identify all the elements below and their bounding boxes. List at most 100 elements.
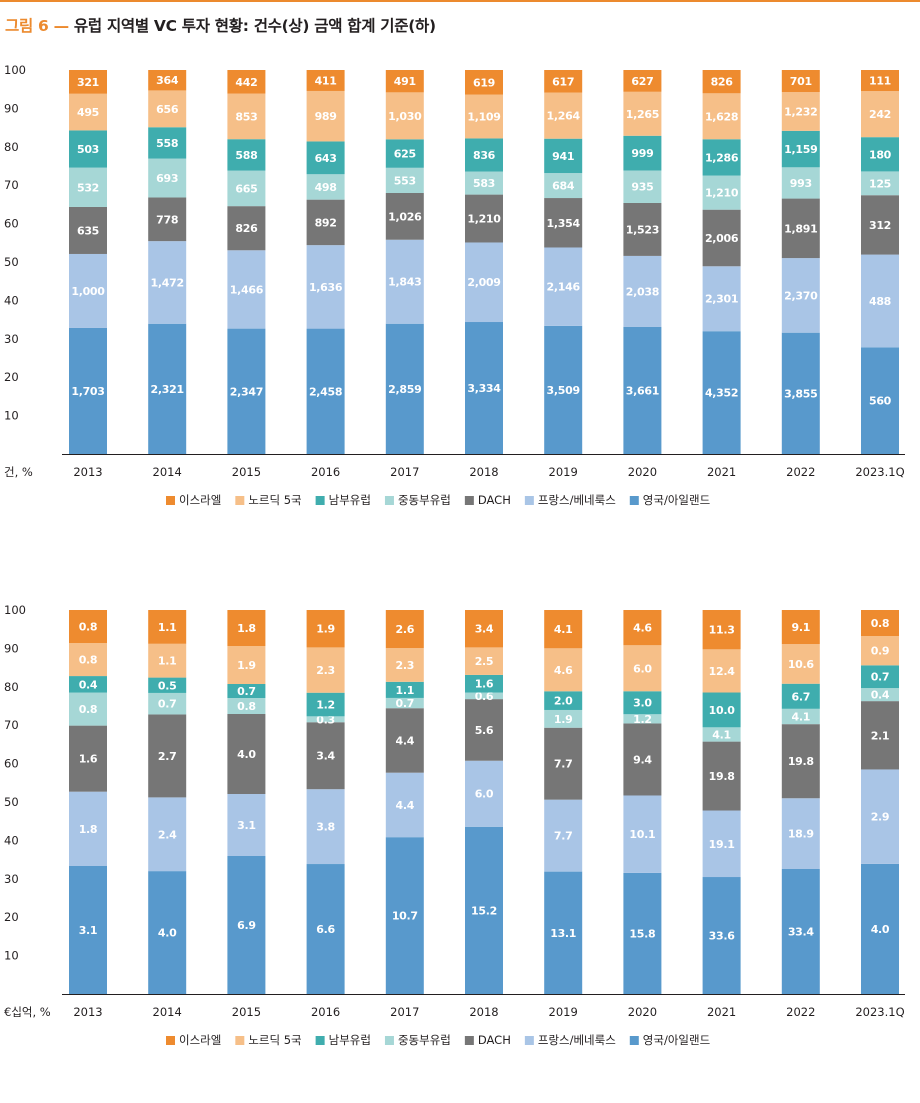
chart-deal-amount: 10 20 30 40 50 60 70 80 90 100 €십억, % 3.1 1.8 1.6 0.8 0… xyxy=(4,603,905,1047)
legend-swatch xyxy=(464,496,474,505)
data-label: 778 xyxy=(156,213,178,226)
bar-segment xyxy=(148,714,187,798)
legend: 이스라엘 노르딕 5국 남부유럽 중동부유럽 DACH 프랑스/베네룩스 영국/아일랜드 xyxy=(166,493,710,507)
data-label: 0.9 xyxy=(871,645,890,658)
bar-segment xyxy=(781,798,820,869)
data-label: 826 xyxy=(711,76,734,89)
data-label: 0.8 xyxy=(237,700,256,713)
data-label: 4.1 xyxy=(712,728,731,741)
data-label: 125 xyxy=(869,177,891,190)
bar-segment xyxy=(148,241,187,324)
bar-segment xyxy=(702,692,741,728)
data-label: 10.1 xyxy=(629,828,655,841)
data-label: 19.8 xyxy=(788,755,814,768)
bar-stack-2018: 15.2 6.0 5.6 0.61.6 2.5 3.4 xyxy=(465,610,503,994)
bar-segment xyxy=(69,692,107,726)
bar-segment xyxy=(861,636,899,666)
bar-segment xyxy=(702,610,741,650)
data-label: 1,843 xyxy=(388,276,421,289)
data-label: 4.0 xyxy=(871,923,890,936)
data-label: 6.0 xyxy=(633,662,652,675)
bar-segment xyxy=(306,174,345,200)
bar-segment xyxy=(385,139,424,168)
data-label: 7.7 xyxy=(554,830,573,843)
y-tick-label: 50 xyxy=(4,255,19,269)
data-label: 411 xyxy=(315,74,337,87)
data-label: 321 xyxy=(77,76,99,89)
y-tick-label: 100 xyxy=(4,603,26,617)
x-tick-label: 2016 xyxy=(311,1005,340,1019)
data-label: 180 xyxy=(869,148,892,161)
bar-segment xyxy=(227,794,266,856)
bar-stack-2019: 13.1 7.7 7.7 1.9 2.0 4.6 4.1 xyxy=(544,610,583,994)
legend-swatch xyxy=(629,1036,639,1045)
bar-segment xyxy=(385,323,424,454)
data-label: 19.8 xyxy=(709,770,735,783)
x-tick-label: 2013 xyxy=(73,1005,102,1019)
data-label: 0.8 xyxy=(79,703,98,716)
data-label: 693 xyxy=(156,172,178,185)
bar-segment xyxy=(861,610,899,637)
data-label: 0.8 xyxy=(79,654,98,667)
bar-segment xyxy=(781,332,820,454)
bar-segment xyxy=(69,725,107,792)
bar-segment xyxy=(385,610,424,649)
legend-swatch xyxy=(315,496,325,505)
legend-swatch xyxy=(384,496,394,505)
bar-stack-2017: 10.7 4.4 4.4 0.71.1 2.3 2.6 xyxy=(385,610,424,994)
data-label: 1.2 xyxy=(316,699,335,712)
bar-segment xyxy=(781,198,820,259)
legend-item-label: 프랑스/베네룩스 xyxy=(538,493,616,507)
bar-stack-2019: 3,509 2,146 1,354 684 941 1,264 617 xyxy=(544,70,583,454)
data-label: 5.6 xyxy=(475,724,494,737)
bar-segment xyxy=(227,856,266,994)
data-label: 10.7 xyxy=(392,910,418,923)
bar-segment xyxy=(623,326,662,454)
data-label: 627 xyxy=(631,75,653,88)
data-label: 3,855 xyxy=(784,387,817,400)
bar-segment xyxy=(69,791,107,866)
data-label: 1,210 xyxy=(705,187,739,200)
data-label: 2.3 xyxy=(396,659,415,672)
bar-segment xyxy=(306,70,345,91)
bar-segment xyxy=(306,141,345,175)
data-label: 999 xyxy=(631,147,653,160)
bar-segment xyxy=(623,91,662,136)
bar-segment xyxy=(227,328,266,454)
x-tick-label: 2014 xyxy=(153,465,182,479)
data-label: 3,661 xyxy=(626,384,659,397)
data-label: 2.1 xyxy=(871,729,890,742)
x-tick-label: 2020 xyxy=(628,1005,657,1019)
legend-item-label: 이스라엘 xyxy=(179,1033,221,1047)
bar-segment xyxy=(623,645,662,692)
data-label: 1.9 xyxy=(316,623,335,636)
bar-segment xyxy=(623,723,662,796)
bar-segment xyxy=(385,167,424,193)
bar-segment xyxy=(544,173,583,199)
bar-segment xyxy=(781,708,820,725)
bar-segment xyxy=(861,254,899,348)
data-label: 2,370 xyxy=(784,289,818,302)
bar-segment xyxy=(465,194,503,243)
bar-segment xyxy=(306,199,345,246)
data-label: 2.9 xyxy=(871,811,890,824)
data-label: 495 xyxy=(77,106,99,119)
bar-stack-2020: 3,661 2,038 1,523 935 999 1,265 627 xyxy=(623,70,662,454)
bar-segment xyxy=(544,610,583,649)
bar-segment xyxy=(702,649,741,693)
x-tick-label: 2023.1Q xyxy=(855,465,904,479)
data-label: 11.3 xyxy=(709,624,735,637)
data-label: 13.1 xyxy=(550,927,576,940)
data-label: 2.7 xyxy=(158,750,177,763)
bar-segment xyxy=(702,175,741,210)
data-label: 684 xyxy=(552,180,575,193)
figure-title: 그림 6 — 유럽 지역별 VC 투자 현황: 건수(상) 금액 합계 기준(하… xyxy=(5,14,436,36)
data-label: 1,703 xyxy=(71,385,104,398)
data-label: 18.9 xyxy=(788,828,814,841)
data-label: 1.6 xyxy=(79,753,98,766)
data-label: 665 xyxy=(235,182,257,195)
x-tick-label: 2019 xyxy=(549,465,578,479)
data-label: 892 xyxy=(315,216,337,229)
bar-segment xyxy=(623,795,662,873)
bar-segment xyxy=(544,648,583,692)
